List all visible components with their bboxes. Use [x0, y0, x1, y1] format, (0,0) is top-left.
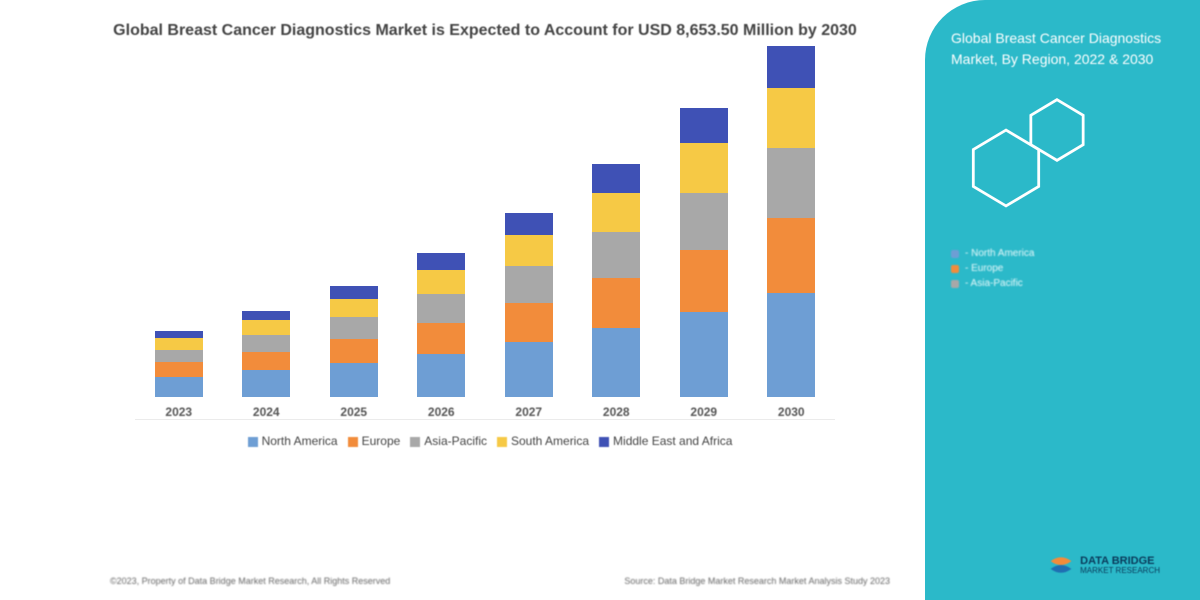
bar-group: 2024 — [236, 311, 296, 419]
side-panel-legend: - North America - Europe - Asia-Pacific — [951, 248, 1180, 289]
bar-group: 2026 — [411, 253, 471, 420]
bar-segment — [330, 339, 378, 363]
stacked-bar — [505, 213, 553, 397]
side-panel: Global Breast Cancer Diagnostics Market,… — [925, 0, 1200, 600]
bar-segment — [417, 253, 465, 270]
chart-region: Global Breast Cancer Diagnostics Market … — [0, 0, 900, 600]
bar-group: 2027 — [499, 213, 559, 419]
bar-segment — [505, 303, 553, 343]
bar-segment — [330, 299, 378, 318]
stacked-bar — [155, 331, 203, 398]
logo-icon — [1048, 552, 1074, 578]
side-legend-swatch — [951, 265, 959, 273]
bar-segment — [417, 270, 465, 295]
side-legend-label: - Europe — [965, 263, 1003, 274]
bar-segment — [155, 362, 203, 377]
legend-label: Asia-Pacific — [424, 434, 487, 448]
legend-swatch — [497, 437, 507, 447]
bar-segment — [680, 108, 728, 142]
bar-segment — [592, 164, 640, 192]
bar-segment — [592, 193, 640, 233]
x-axis-label: 2028 — [603, 405, 630, 419]
bar-segment — [417, 323, 465, 354]
bar-segment — [680, 312, 728, 397]
x-axis-label: 2023 — [165, 405, 192, 419]
x-axis-label: 2026 — [428, 405, 455, 419]
side-legend-label: - Asia-Pacific — [965, 278, 1023, 289]
bar-segment — [592, 328, 640, 398]
legend-label: Europe — [362, 434, 401, 448]
x-axis-label: 2027 — [515, 405, 542, 419]
stacked-bar — [417, 253, 465, 398]
stacked-bar — [242, 311, 290, 397]
bar-segment — [417, 354, 465, 398]
stacked-bar — [592, 164, 640, 397]
side-legend-swatch — [951, 280, 959, 288]
bar-segment — [417, 294, 465, 322]
legend-label: South America — [511, 434, 589, 448]
bar-segment — [680, 143, 728, 193]
x-axis-label: 2025 — [340, 405, 367, 419]
side-legend-swatch — [951, 250, 959, 258]
bar-segment — [242, 335, 290, 352]
side-panel-title: Global Breast Cancer Diagnostics Market,… — [951, 28, 1180, 70]
bar-segment — [505, 235, 553, 266]
bar-segment — [505, 213, 553, 235]
bar-segment — [505, 342, 553, 397]
x-axis-label: 2024 — [253, 405, 280, 419]
bar-segment — [592, 232, 640, 278]
bar-segment — [767, 46, 815, 88]
bar-segment — [330, 363, 378, 397]
bar-segment — [242, 370, 290, 397]
side-legend-item: - Europe — [951, 263, 1180, 274]
source-text: Source: Data Bridge Market Research Mark… — [624, 576, 890, 586]
bar-segment — [767, 218, 815, 294]
chart-title: Global Breast Cancer Diagnostics Market … — [110, 20, 860, 42]
bar-segment — [767, 88, 815, 148]
legend-label: North America — [262, 434, 338, 448]
bar-group: 2025 — [324, 286, 384, 419]
bar-segment — [155, 377, 203, 398]
bar-segment — [155, 331, 203, 338]
bar-group: 2029 — [674, 108, 734, 419]
stacked-bar — [680, 108, 728, 397]
bar-group: 2028 — [586, 164, 646, 419]
bar-segment — [680, 193, 728, 250]
legend-swatch — [248, 437, 258, 447]
bar-segment — [155, 350, 203, 362]
side-legend-item: - Asia-Pacific — [951, 278, 1180, 289]
legend-swatch — [599, 437, 609, 447]
bar-segment — [680, 250, 728, 312]
bar-group: 2030 — [761, 46, 821, 419]
bar-segment — [592, 278, 640, 328]
side-legend-label: - North America — [965, 248, 1034, 259]
bar-segment — [767, 148, 815, 218]
brand-logo: DATA BRIDGE MARKET RESEARCH — [1048, 552, 1160, 578]
legend-swatch — [348, 437, 358, 447]
chart-legend: North America Europe Asia-Pacific South Ame… — [110, 434, 860, 448]
stacked-bar — [330, 286, 378, 397]
x-axis-label: 2029 — [690, 405, 717, 419]
bar-group: 2023 — [149, 331, 209, 420]
legend-swatch — [410, 437, 420, 447]
stacked-bar — [767, 46, 815, 397]
side-legend-item: - North America — [951, 248, 1180, 259]
bar-segment — [242, 320, 290, 335]
logo-text: DATA BRIDGE MARKET RESEARCH — [1080, 555, 1160, 576]
legend-label: Middle East and Africa — [613, 434, 732, 448]
bar-segment — [155, 338, 203, 349]
x-axis-label: 2030 — [778, 405, 805, 419]
hexagon-graphic — [951, 98, 1180, 238]
copyright-text: ©2023, Property of Data Bridge Market Re… — [110, 576, 390, 586]
bar-segment — [242, 352, 290, 371]
bar-segment — [767, 293, 815, 397]
bar-segment — [330, 317, 378, 339]
bar-segment — [330, 286, 378, 298]
bar-segment — [242, 311, 290, 320]
footer-text: ©2023, Property of Data Bridge Market Re… — [110, 576, 890, 586]
stacked-bar-plot: 2023 2024 2025 2026 2027 2028 2029 2030 — [135, 50, 835, 420]
bar-segment — [505, 266, 553, 302]
